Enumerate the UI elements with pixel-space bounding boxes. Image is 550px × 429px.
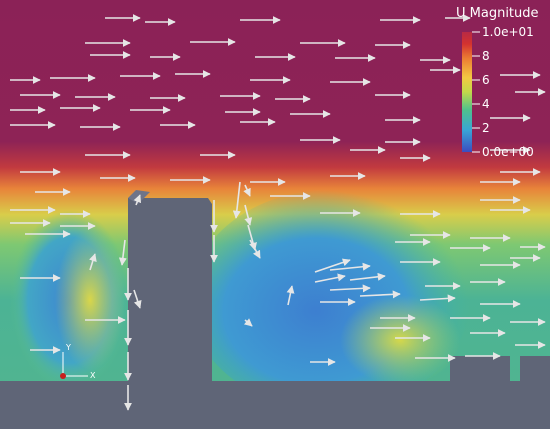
velocity-vector-glyph <box>243 184 251 197</box>
legend-tick-label-4: 4 <box>482 97 490 111</box>
legend-min-label: 0.0e+00 <box>482 145 534 159</box>
velocity-vector-glyph <box>349 272 386 281</box>
velocity-vector-glyph <box>286 285 295 306</box>
velocity-vector-glyph <box>243 318 253 327</box>
solid-geometry <box>0 190 550 429</box>
velocity-vector-glyph <box>359 290 401 299</box>
legend-tick-label-2: 2 <box>482 121 490 135</box>
building-block <box>128 198 212 384</box>
velocity-vector-glyph <box>247 224 257 251</box>
axes-origin <box>60 373 66 379</box>
velocity-vector-glyph <box>329 262 371 271</box>
mid-velocity-patch <box>340 295 460 385</box>
legend-max-label: 1.0e+01 <box>482 25 534 39</box>
velocity-vector-glyph <box>232 181 241 219</box>
velocity-vector-glyph <box>244 204 253 226</box>
y-axis-label: Y <box>65 343 71 352</box>
velocity-vector-glyph <box>314 258 351 273</box>
velocity-vector-glyph <box>118 239 127 266</box>
legend-color-bar <box>462 32 472 152</box>
downstream-step <box>450 356 510 384</box>
velocity-vector-glyph <box>314 273 346 283</box>
velocity-vector-glyph <box>133 194 142 206</box>
velocity-vector-glyph <box>89 253 97 271</box>
legend-tick-label-6: 6 <box>482 73 490 87</box>
velocity-vector-glyphs <box>10 14 546 411</box>
x-axis-label: X <box>90 371 96 380</box>
legend-title: U Magnitude <box>456 6 539 21</box>
orientation-axes: X Y <box>60 343 96 380</box>
color-legend: U Magnitude 1.0e+01 8 6 4 2 0.0e+00 <box>456 6 539 159</box>
upstream-transition-region <box>55 230 125 370</box>
downstream-step-right <box>520 356 550 384</box>
velocity-vector-glyph <box>419 294 456 303</box>
velocity-vector-glyph <box>329 284 371 293</box>
velocity-vector-glyph <box>133 289 142 309</box>
legend-tick-label-8: 8 <box>482 49 490 63</box>
ground-floor <box>0 381 550 429</box>
